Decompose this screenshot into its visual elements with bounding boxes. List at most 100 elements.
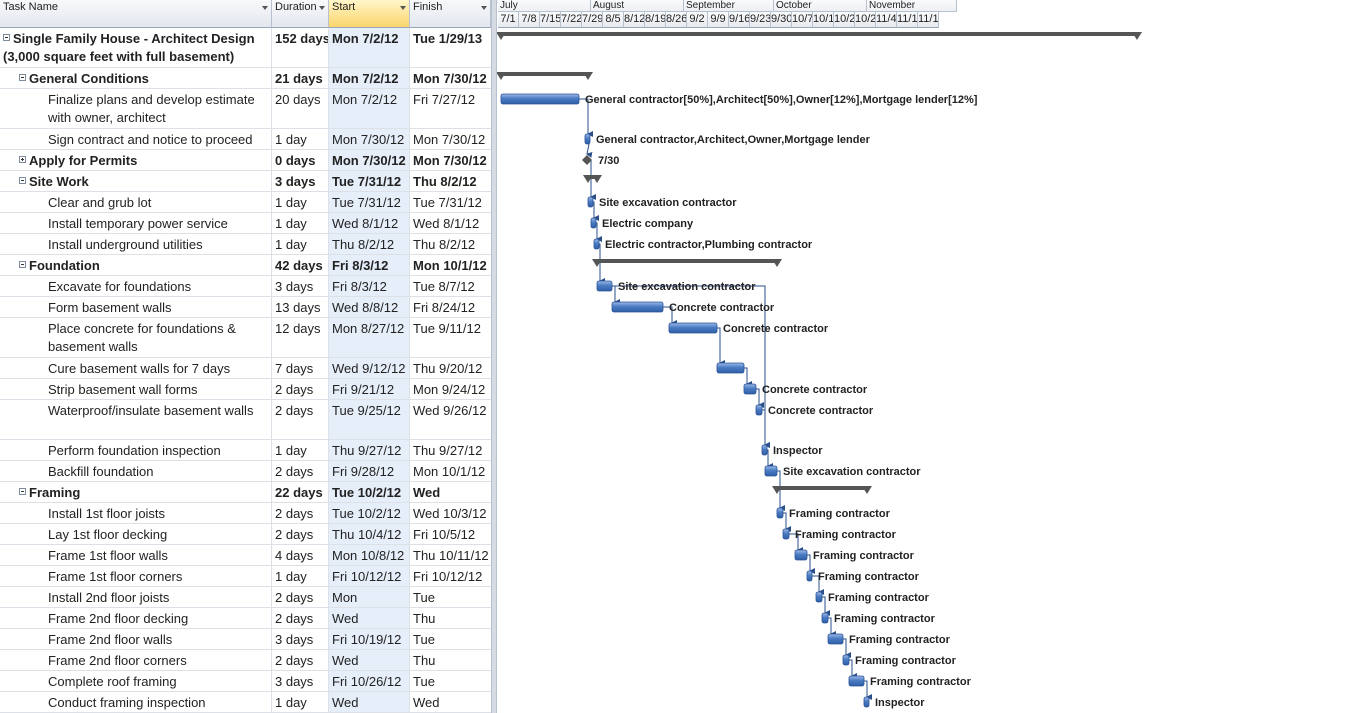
task-bar[interactable]	[815, 591, 823, 603]
task-duration-cell[interactable]: 3 days	[272, 276, 329, 296]
task-name-cell[interactable]: Install 1st floor joists	[0, 503, 272, 523]
task-name-cell[interactable]: Conduct framing inspection	[0, 692, 272, 712]
task-row[interactable]: Frame 1st floor corners 1 day Fri 10/12/12…	[0, 566, 491, 587]
column-header-duration[interactable]: Duration	[272, 0, 329, 28]
task-start-cell[interactable]: Mon 10/8/12	[329, 545, 410, 565]
task-name-cell[interactable]: Frame 2nd floor corners	[0, 650, 272, 670]
task-row[interactable]: Install 1st floor joists 2 days Tue 10/2/1…	[0, 503, 491, 524]
task-start-cell[interactable]: Wed 10/24/12	[329, 650, 410, 670]
task-row[interactable]: Excavate for foundations 3 days Fri 8/3/12…	[0, 276, 491, 297]
task-name-cell[interactable]: Single Family House - Architect Design (…	[0, 28, 272, 67]
task-duration-cell[interactable]: 0 days	[272, 150, 329, 170]
summary-task-row[interactable]: Apply for Permits 0 days Mon 7/30/12 Mon 7/…	[0, 150, 491, 171]
task-start-cell[interactable]: Thu 10/4/12	[329, 524, 410, 544]
task-duration-cell[interactable]: 20 days	[272, 89, 329, 128]
task-duration-cell[interactable]: 12 days	[272, 318, 329, 357]
task-bar[interactable]	[500, 93, 580, 105]
task-duration-cell[interactable]: 42 days	[272, 255, 329, 275]
task-duration-cell[interactable]: 3 days	[272, 629, 329, 649]
task-duration-cell[interactable]: 1 day	[272, 213, 329, 233]
summary-bar[interactable]	[597, 259, 777, 263]
task-name-cell[interactable]: Clear and grub lot	[0, 192, 272, 212]
collapse-icon[interactable]	[19, 74, 26, 81]
task-start-cell[interactable]: Wed 10/17/12	[329, 608, 410, 628]
summary-bar[interactable]	[501, 72, 588, 76]
task-finish-cell[interactable]: Mon 10/1/12	[410, 461, 491, 481]
task-bar[interactable]	[587, 196, 594, 208]
task-name-cell[interactable]: Site Work	[0, 171, 272, 191]
task-duration-cell[interactable]: 1 day	[272, 566, 329, 586]
task-finish-cell[interactable]: Mon 7/30/12	[410, 150, 491, 170]
dropdown-arrow-icon[interactable]	[400, 6, 406, 10]
task-row[interactable]: Perform foundation inspection 1 day Thu 9/…	[0, 440, 491, 461]
task-start-cell[interactable]: Wed 8/8/12	[329, 297, 410, 317]
task-name-cell[interactable]: Lay 1st floor decking	[0, 524, 272, 544]
dropdown-arrow-icon[interactable]	[262, 6, 268, 10]
task-start-cell[interactable]: Mon 7/30/12	[329, 129, 410, 149]
task-start-cell[interactable]: Mon 7/30/12	[329, 150, 410, 170]
task-name-cell[interactable]: Strip basement wall forms	[0, 379, 272, 399]
task-name-cell[interactable]: General Conditions	[0, 68, 272, 88]
task-row[interactable]: Install temporary power service 1 day Wed …	[0, 213, 491, 234]
task-finish-cell[interactable]: Thu 10/18/12	[410, 608, 491, 628]
task-bar[interactable]	[848, 675, 865, 687]
task-start-cell[interactable]: Tue 10/2/12	[329, 482, 410, 502]
task-name-cell[interactable]: Waterproof/insulate basement walls	[0, 400, 272, 439]
task-start-cell[interactable]: Wed 10/31/12	[329, 692, 410, 712]
task-duration-cell[interactable]: 2 days	[272, 524, 329, 544]
task-start-cell[interactable]: Mon 10/15/12	[329, 587, 410, 607]
task-finish-cell[interactable]: Tue 7/31/12	[410, 192, 491, 212]
task-name-cell[interactable]: Excavate for foundations	[0, 276, 272, 296]
task-finish-cell[interactable]: Wed 8/1/12	[410, 213, 491, 233]
task-name-cell[interactable]: Place concrete for foundations & basemen…	[0, 318, 272, 357]
summary-bar[interactable]	[588, 175, 597, 179]
task-finish-cell[interactable]: Tue 10/30/12	[410, 671, 491, 691]
task-bar[interactable]	[611, 301, 664, 313]
pane-splitter[interactable]	[491, 0, 497, 713]
task-start-cell[interactable]: Fri 9/21/12	[329, 379, 410, 399]
dropdown-arrow-icon[interactable]	[481, 6, 487, 10]
task-finish-cell[interactable]: Tue 1/29/13	[410, 28, 491, 67]
task-finish-cell[interactable]: Tue 8/7/12	[410, 276, 491, 296]
dropdown-arrow-icon[interactable]	[319, 6, 325, 10]
task-row[interactable]: Frame 1st floor walls 4 days Mon 10/8/12 Th…	[0, 545, 491, 566]
task-finish-cell[interactable]: Wed 10/31/12	[410, 482, 491, 502]
task-bar[interactable]	[668, 322, 718, 334]
task-bar[interactable]	[794, 549, 808, 561]
task-duration-cell[interactable]: 3 days	[272, 671, 329, 691]
task-finish-cell[interactable]: Mon 7/30/12	[410, 68, 491, 88]
task-duration-cell[interactable]: 4 days	[272, 545, 329, 565]
task-start-cell[interactable]: Mon 7/2/12	[329, 28, 410, 67]
task-duration-cell[interactable]: 21 days	[272, 68, 329, 88]
task-bar[interactable]	[584, 133, 591, 145]
task-start-cell[interactable]: Fri 9/28/12	[329, 461, 410, 481]
task-duration-cell[interactable]: 2 days	[272, 650, 329, 670]
task-start-cell[interactable]: Tue 7/31/12	[329, 192, 410, 212]
task-name-cell[interactable]: Finalize plans and develop estimate with…	[0, 89, 272, 128]
task-finish-cell[interactable]: Tue 9/11/12	[410, 318, 491, 357]
task-duration-cell[interactable]: 2 days	[272, 587, 329, 607]
task-bar[interactable]	[821, 612, 829, 624]
task-finish-cell[interactable]: Mon 10/1/12	[410, 255, 491, 275]
task-bar[interactable]	[716, 362, 745, 374]
task-name-cell[interactable]: Complete roof framing	[0, 671, 272, 691]
collapse-icon[interactable]	[19, 488, 26, 495]
task-finish-cell[interactable]: Mon 9/24/12	[410, 379, 491, 399]
task-finish-cell[interactable]: Thu 10/25/12	[410, 650, 491, 670]
task-row[interactable]: Complete roof framing 3 days Fri 10/26/12 T…	[0, 671, 491, 692]
summary-bar[interactable]	[777, 486, 867, 490]
task-duration-cell[interactable]: 2 days	[272, 400, 329, 439]
collapse-icon[interactable]	[19, 261, 26, 268]
task-finish-cell[interactable]: Fri 7/27/12	[410, 89, 491, 128]
collapse-icon[interactable]	[19, 177, 26, 184]
task-bar[interactable]	[863, 696, 870, 708]
milestone-marker[interactable]	[582, 155, 592, 165]
expand-icon[interactable]	[19, 156, 26, 163]
task-finish-cell[interactable]: Thu 9/27/12	[410, 440, 491, 460]
task-bar[interactable]	[842, 654, 850, 666]
task-start-cell[interactable]: Fri 8/3/12	[329, 255, 410, 275]
task-finish-cell[interactable]: Thu 8/2/12	[410, 234, 491, 254]
column-header-finish[interactable]: Finish	[410, 0, 491, 28]
task-row[interactable]: Frame 2nd floor corners 2 days Wed 10/24/1…	[0, 650, 491, 671]
task-finish-cell[interactable]: Wed 9/26/12	[410, 400, 491, 439]
